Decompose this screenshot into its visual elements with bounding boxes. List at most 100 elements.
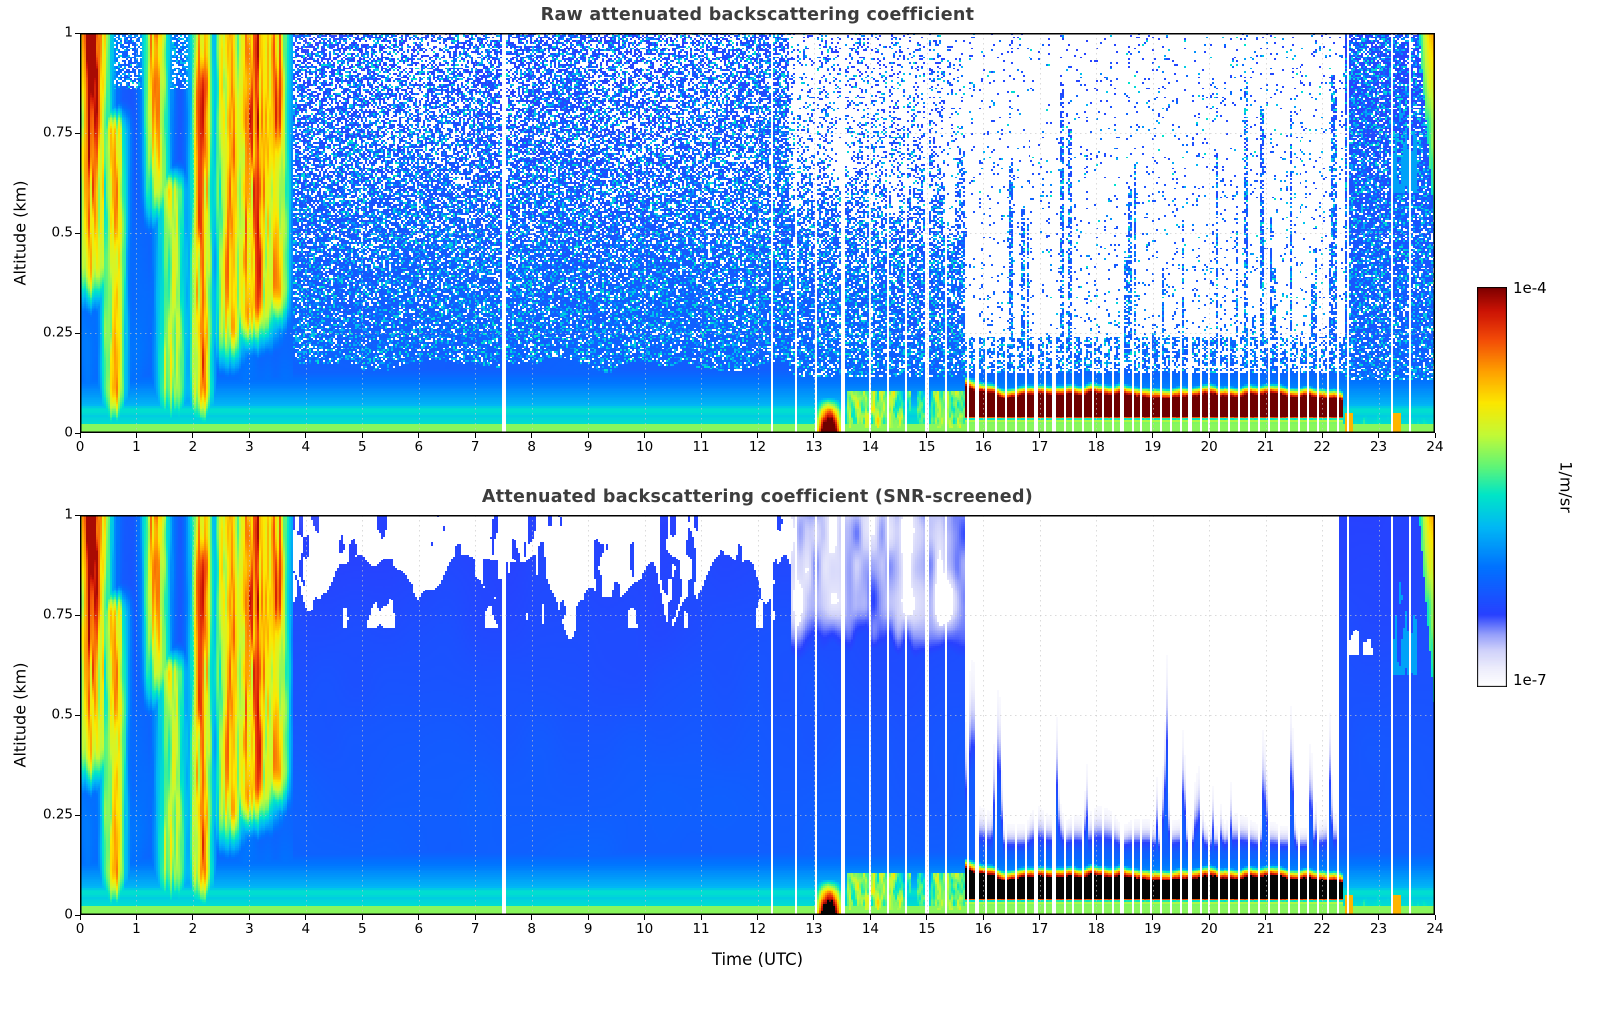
x-tick <box>1208 433 1210 438</box>
x-tick-label: 1 <box>132 439 141 455</box>
x-tick <box>531 915 533 920</box>
x-tick <box>192 915 194 920</box>
y-tick-label: 0.75 <box>42 606 73 623</box>
x-tick <box>982 915 984 920</box>
x-tick <box>869 433 871 438</box>
x-tick <box>1434 915 1436 920</box>
y-tick-label: 0.75 <box>42 124 73 141</box>
x-tick-label: 17 <box>1031 439 1049 455</box>
y-tick <box>75 714 80 716</box>
x-tick-label: 5 <box>357 439 367 455</box>
screened-panel-plot <box>80 515 1435 915</box>
x-tick-label: 23 <box>1369 439 1388 455</box>
x-tick-label: 15 <box>918 439 936 455</box>
y-tick <box>75 32 80 34</box>
y-tick-label: 0.25 <box>42 324 73 341</box>
x-tick-label: 15 <box>918 921 936 937</box>
x-tick <box>79 433 81 438</box>
x-tick-label: 14 <box>861 921 879 937</box>
x-tick <box>1039 433 1041 438</box>
x-tick <box>700 433 702 438</box>
x-tick-label: 22 <box>1313 921 1331 937</box>
x-tick <box>1378 433 1380 438</box>
y-tick <box>75 332 80 334</box>
x-tick-label: 19 <box>1144 439 1162 455</box>
x-tick <box>305 915 307 920</box>
x-tick <box>926 915 928 920</box>
y-tick-label: 0 <box>64 906 73 923</box>
x-tick-label: 5 <box>357 921 367 937</box>
x-tick-label: 11 <box>692 439 710 455</box>
colorbar-max-label: 1e-4 <box>1513 279 1547 297</box>
x-tick <box>1321 915 1323 920</box>
x-tick <box>135 915 137 920</box>
x-tick <box>1265 433 1267 438</box>
x-tick-label: 11 <box>692 921 710 937</box>
x-tick <box>418 915 420 920</box>
x-tick-label: 10 <box>635 439 654 455</box>
x-tick-label: 7 <box>470 921 480 937</box>
x-tick-label: 12 <box>748 439 767 455</box>
y-tick <box>75 514 80 516</box>
x-tick <box>248 915 250 920</box>
x-tick-label: 21 <box>1257 439 1275 455</box>
x-tick-label: 10 <box>635 921 654 937</box>
y-tick-label: 0.5 <box>51 706 73 723</box>
x-tick <box>474 915 476 920</box>
x-tick <box>361 433 363 438</box>
colorbar-min-label: 1e-7 <box>1513 671 1547 689</box>
x-tick-label: 1 <box>132 921 141 937</box>
x-tick-label: 16 <box>974 921 992 937</box>
x-tick-label: 3 <box>245 439 254 455</box>
x-tick-label: 21 <box>1257 921 1275 937</box>
x-tick-label: 24 <box>1426 921 1444 937</box>
x-tick-label: 20 <box>1200 921 1218 937</box>
x-tick <box>1265 915 1267 920</box>
x-tick <box>813 433 815 438</box>
x-tick <box>1434 433 1436 438</box>
x-tick-label: 4 <box>301 439 311 455</box>
x-tick-label: 8 <box>527 439 536 455</box>
x-tick-label: 3 <box>245 921 254 937</box>
y-tick-label: 1 <box>64 506 73 523</box>
y-tick <box>75 132 80 134</box>
x-tick <box>1152 433 1154 438</box>
x-tick <box>982 433 984 438</box>
x-tick-label: 13 <box>805 439 823 455</box>
raw-heatmap <box>80 33 1435 433</box>
x-tick-label: 6 <box>414 921 424 937</box>
x-tick <box>1378 915 1380 920</box>
x-tick <box>587 915 589 920</box>
x-tick <box>1321 433 1323 438</box>
x-tick-label: 4 <box>301 921 311 937</box>
y-tick <box>75 432 80 434</box>
x-tick <box>248 433 250 438</box>
x-tick-label: 23 <box>1369 921 1388 937</box>
x-tick <box>135 433 137 438</box>
x-tick-label: 19 <box>1144 921 1162 937</box>
x-tick <box>644 433 646 438</box>
y-tick <box>75 814 80 816</box>
x-tick-label: 17 <box>1031 921 1049 937</box>
y-tick-label: 0 <box>64 424 73 441</box>
y-tick <box>75 614 80 616</box>
x-tick-label: 9 <box>583 921 593 937</box>
x-tick-label: 12 <box>748 921 767 937</box>
raw-panel-plot <box>80 33 1435 433</box>
x-tick-label: 2 <box>188 439 198 455</box>
y-tick-label: 0.25 <box>42 806 73 823</box>
x-tick <box>926 433 928 438</box>
x-tick <box>305 433 307 438</box>
x-tick <box>869 915 871 920</box>
x-tick <box>813 915 815 920</box>
x-tick-label: 0 <box>75 439 85 455</box>
y-tick <box>75 232 80 234</box>
x-tick <box>361 915 363 920</box>
x-tick <box>757 915 758 920</box>
x-tick-label: 24 <box>1426 439 1444 455</box>
x-tick-label: 0 <box>75 921 85 937</box>
x-tick <box>700 915 702 920</box>
x-tick-label: 22 <box>1313 439 1331 455</box>
x-tick-label: 20 <box>1200 439 1218 455</box>
